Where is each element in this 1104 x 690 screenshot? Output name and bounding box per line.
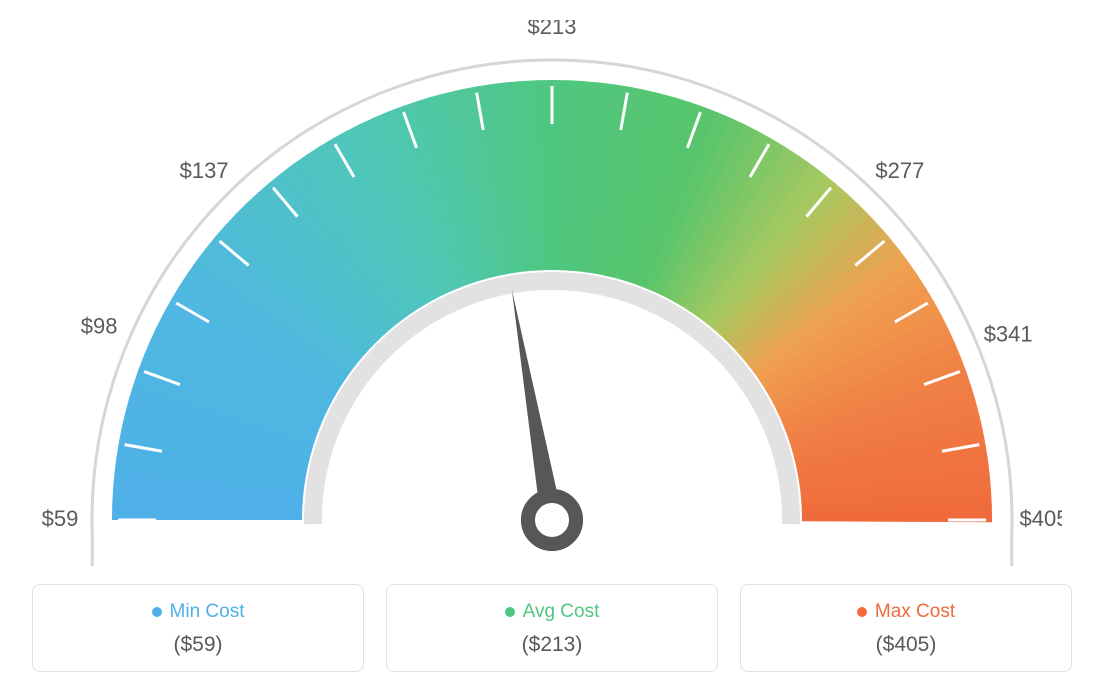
- legend-max-label: Max Cost: [857, 601, 955, 623]
- svg-text:$98: $98: [81, 314, 118, 339]
- legend-avg-text: Avg Cost: [523, 601, 600, 623]
- legend-min-value: ($59): [33, 633, 363, 657]
- legend-row: Min Cost ($59) Avg Cost ($213) Max Cost …: [32, 584, 1072, 672]
- gauge-svg: $59 $98 $137 $213 $277 $341 $405: [42, 20, 1062, 580]
- legend-min-label: Min Cost: [152, 601, 245, 623]
- legend-max-value: ($405): [741, 633, 1071, 657]
- legend-min-box: Min Cost ($59): [32, 584, 364, 672]
- cost-gauge: $59 $98 $137 $213 $277 $341 $405: [42, 20, 1062, 580]
- legend-avg-box: Avg Cost ($213): [386, 584, 718, 672]
- svg-text:$59: $59: [42, 506, 78, 531]
- dot-icon: [152, 607, 162, 617]
- svg-text:$277: $277: [875, 158, 924, 183]
- legend-min-text: Min Cost: [170, 601, 245, 623]
- legend-avg-label: Avg Cost: [505, 601, 600, 623]
- dot-icon: [857, 607, 867, 617]
- legend-max-box: Max Cost ($405): [740, 584, 1072, 672]
- dot-icon: [505, 607, 515, 617]
- legend-max-text: Max Cost: [875, 601, 955, 623]
- legend-avg-value: ($213): [387, 633, 717, 657]
- svg-text:$405: $405: [1020, 506, 1062, 531]
- svg-text:$137: $137: [180, 158, 229, 183]
- svg-text:$213: $213: [528, 20, 577, 39]
- svg-text:$341: $341: [984, 322, 1033, 347]
